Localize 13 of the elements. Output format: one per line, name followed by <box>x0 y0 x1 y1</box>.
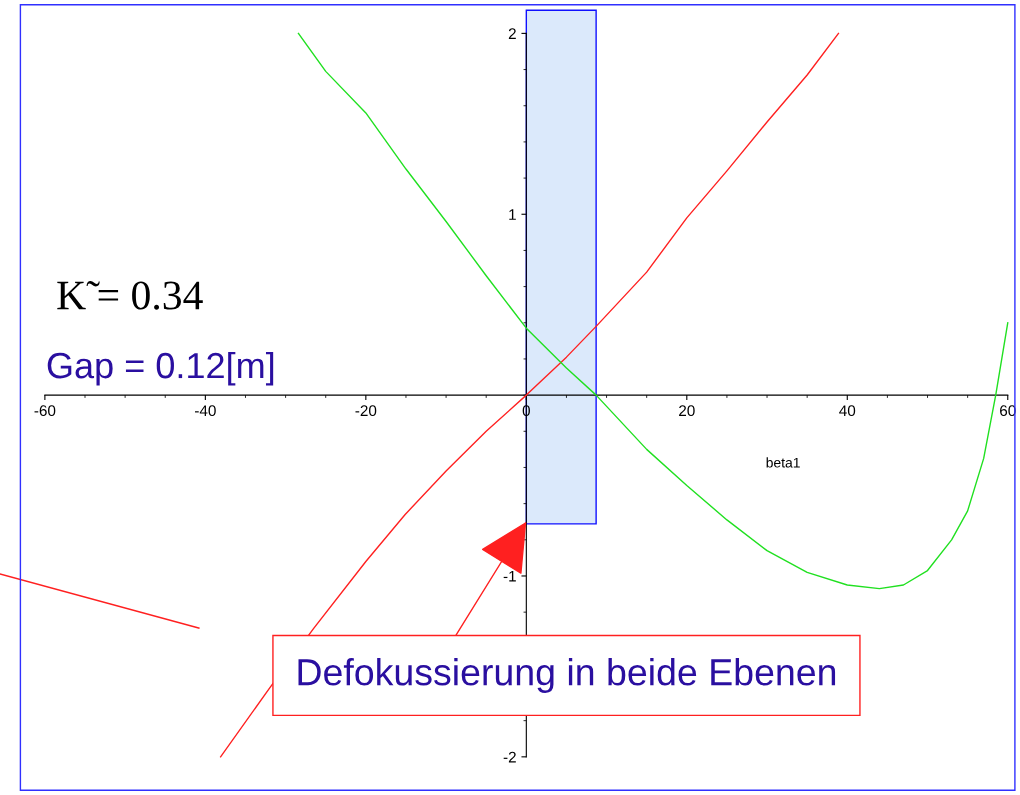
y-tick-label: 1 <box>509 209 516 220</box>
x-tick-label: 40 <box>839 405 856 417</box>
x-tick-label: -60 <box>34 405 56 417</box>
y-tick-label: 2 <box>508 28 516 39</box>
annotation: K̃ = 0.34 <box>57 281 203 310</box>
annotation: Defokussierung in beide Ebenen <box>298 657 836 693</box>
x-tick-label: -40 <box>195 405 216 417</box>
x-tick-label: -20 <box>355 405 377 417</box>
x-tick-label: 20 <box>679 405 695 417</box>
y-tick-label: -1 <box>503 571 516 582</box>
annotation: Gap = 0.12[m] <box>47 351 274 386</box>
x-axis-title: beta1 <box>766 457 800 468</box>
y-tick-label: -2 <box>503 751 516 763</box>
